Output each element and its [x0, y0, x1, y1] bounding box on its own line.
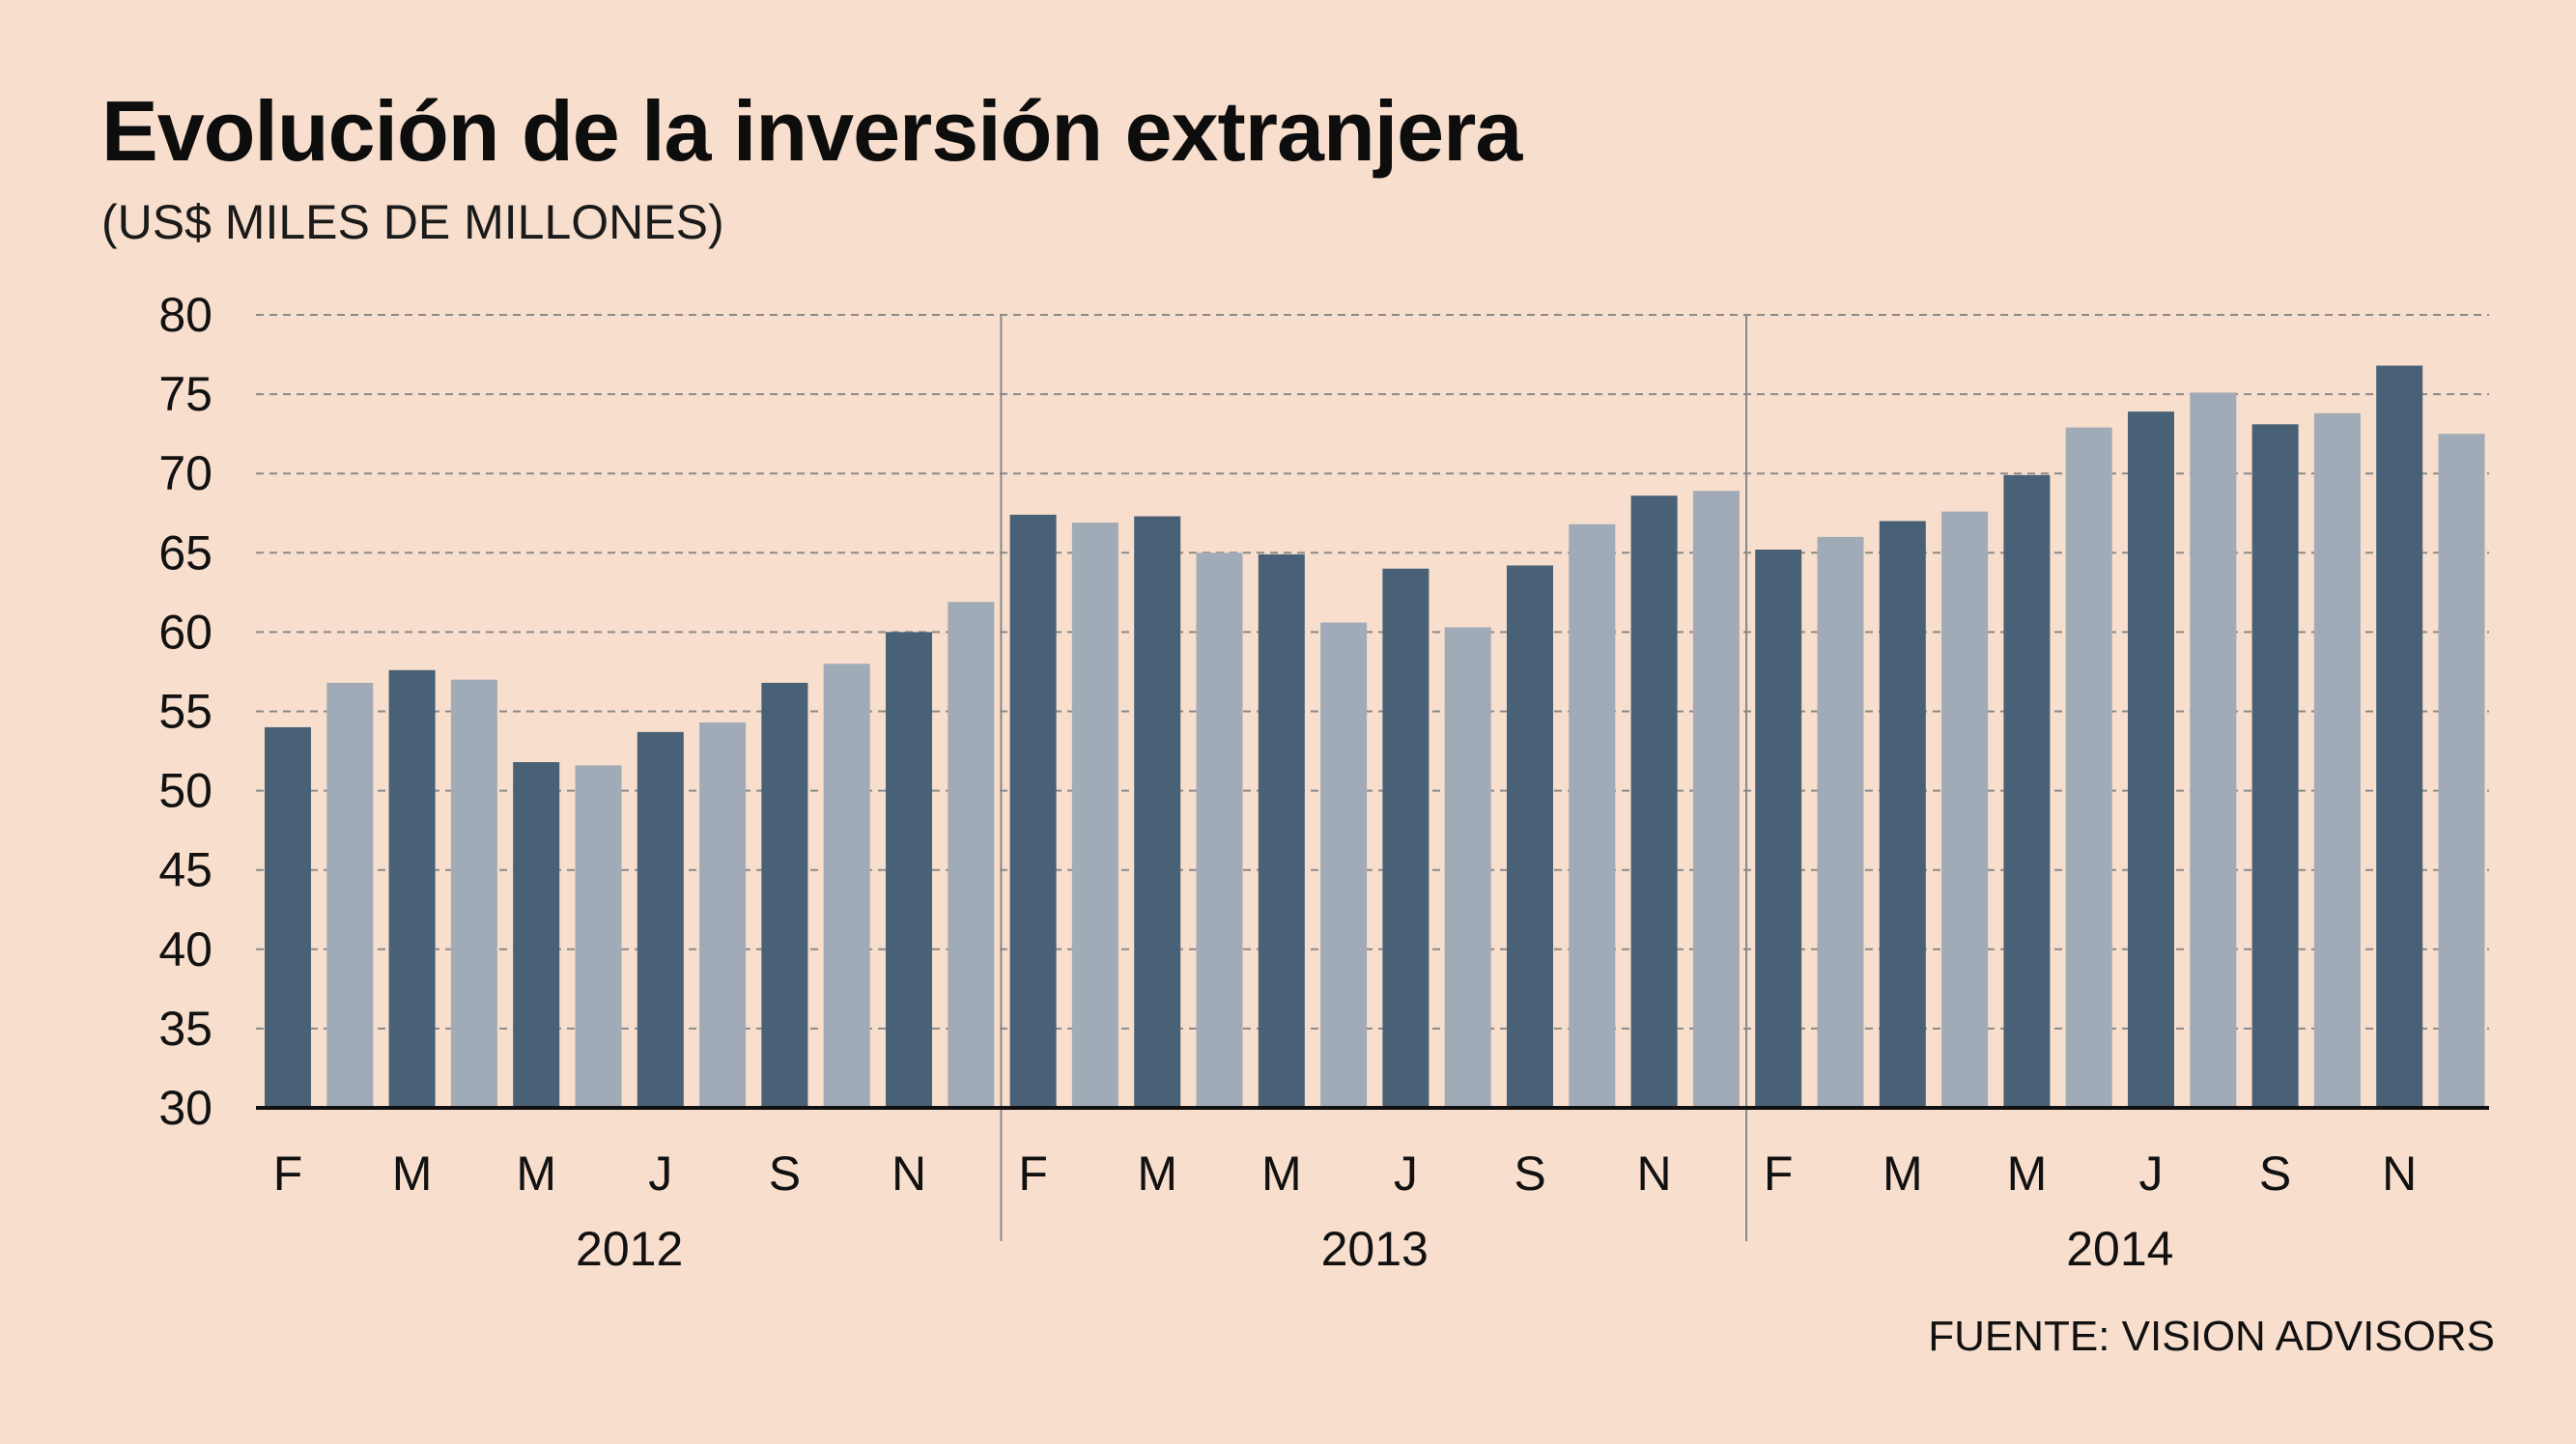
y-tick-label: 65: [158, 525, 212, 580]
bar: [2313, 412, 2361, 1109]
y-tick-label: 80: [158, 288, 212, 342]
x-tick-label: N: [1637, 1147, 1672, 1201]
x-tick-label: M: [2007, 1147, 2048, 1201]
bar: [513, 762, 560, 1108]
chart-title: Evolución de la inversión extranjera: [101, 83, 1522, 179]
bar: [1444, 627, 1491, 1108]
bar: [699, 722, 747, 1108]
bar: [1382, 568, 1430, 1108]
x-tick-label: M: [392, 1147, 433, 1201]
bar: [575, 765, 622, 1108]
bar: [2128, 411, 2174, 1108]
x-tick-label: M: [1882, 1147, 1923, 1201]
bar: [2376, 365, 2423, 1108]
x-tick-label: S: [1514, 1147, 1545, 1201]
bar: [761, 682, 808, 1108]
source-note: FUENTE: VISION ADVISORS: [1928, 1313, 2495, 1360]
y-tick-label: 50: [158, 764, 212, 818]
x-tick-label: S: [769, 1147, 801, 1201]
x-tick-label: M: [516, 1147, 556, 1201]
x-tick-label: N: [2382, 1147, 2417, 1201]
y-tick-label: 75: [158, 367, 212, 421]
bar: [1507, 565, 1553, 1108]
bar: [1569, 524, 1616, 1108]
bar: [1258, 553, 1305, 1108]
bars: [265, 365, 2485, 1109]
year-label: 2014: [2066, 1222, 2173, 1276]
bar: [2065, 427, 2112, 1108]
bar: [2438, 434, 2485, 1108]
y-tick-label: 45: [158, 843, 212, 897]
bar: [1817, 536, 1864, 1108]
bar: [1941, 511, 1989, 1108]
bar: [1320, 622, 1368, 1108]
axes: [256, 315, 2489, 1241]
gridlines: [256, 314, 2489, 1030]
x-tick-label: F: [1018, 1147, 1048, 1201]
x-tick-label: S: [2259, 1147, 2291, 1201]
y-tick-label: 35: [158, 1002, 212, 1056]
bar: [2251, 424, 2299, 1109]
y-tick-label: 30: [158, 1081, 212, 1135]
axis-labels: 30 35 40 45 50 55 60 65 70 75 80 F M M J S N F M M J S N F M M J S N…: [158, 288, 2417, 1276]
bar: [326, 682, 374, 1108]
x-tick-label: F: [273, 1147, 303, 1201]
year-label: 2012: [576, 1222, 683, 1276]
year-label: 2013: [1321, 1222, 1429, 1276]
bar: [265, 726, 311, 1108]
x-tick-label: J: [648, 1147, 672, 1201]
y-tick-label: 70: [158, 446, 212, 500]
x-tick-label: J: [2139, 1147, 2164, 1201]
bar: [1134, 516, 1181, 1108]
x-tick-label: J: [1394, 1147, 1418, 1201]
x-tick-label: N: [892, 1147, 926, 1201]
bar: [388, 669, 436, 1108]
bar: [1630, 495, 1678, 1108]
bar: [450, 679, 497, 1108]
x-tick-label: F: [1764, 1147, 1794, 1201]
bar: [2003, 474, 2051, 1108]
bar: [1879, 521, 1926, 1108]
chart-subtitle: (US$ MILES DE MILLONES): [101, 195, 724, 249]
bar: [1692, 491, 1740, 1109]
bar: [637, 731, 684, 1108]
bar: [823, 664, 870, 1108]
bar: [1196, 552, 1243, 1108]
x-tick-label: M: [1261, 1147, 1302, 1201]
y-tick-label: 60: [158, 605, 212, 659]
x-tick-label: M: [1137, 1147, 1177, 1201]
bar: [1071, 523, 1118, 1108]
bar: [1755, 550, 1802, 1108]
bar: [1009, 514, 1057, 1108]
y-tick-label: 40: [158, 922, 212, 977]
y-tick-label: 55: [158, 685, 212, 739]
bar: [948, 602, 995, 1108]
bar: [2190, 392, 2237, 1108]
bar: [886, 632, 932, 1108]
